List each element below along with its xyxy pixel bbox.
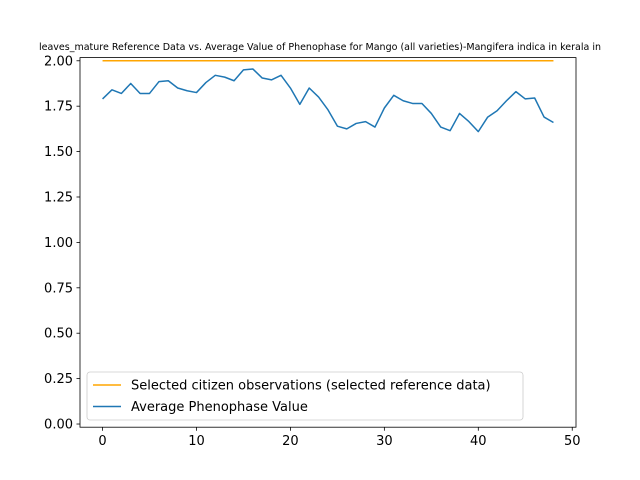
y-tick-label: 2.00 — [44, 54, 73, 69]
x-tick-label: 50 — [564, 434, 581, 449]
y-tick-label: 0.75 — [44, 281, 73, 296]
legend-label-1: Average Phenophase Value — [131, 400, 308, 415]
y-tick-label: 0.00 — [44, 418, 73, 433]
series-layer — [102, 60, 554, 133]
x-axis: 0 10 20 30 40 50 — [98, 427, 581, 449]
legend-label-0: Selected citizen observations (selected … — [131, 379, 491, 394]
legend-box — [86, 371, 524, 421]
y-tick-label: 1.25 — [44, 190, 73, 205]
legend: Selected citizen observations (selected … — [86, 371, 524, 421]
y-tick-label: 0.50 — [44, 327, 73, 342]
y-tick-label: 1.50 — [44, 145, 73, 160]
y-tick-label: 1.75 — [44, 100, 73, 115]
axes-frame — [79, 57, 577, 428]
x-tick-label: 30 — [376, 434, 393, 449]
x-tick-label: 10 — [188, 434, 205, 449]
y-tick-label: 1.00 — [44, 236, 73, 251]
y-tick-label: 0.25 — [44, 372, 73, 387]
x-tick-label: 20 — [282, 434, 299, 449]
x-tick-label: 40 — [470, 434, 487, 449]
y-axis: 0.00 0.25 0.50 0.75 1.00 1.25 1.50 1.75 2.00 — [44, 54, 80, 433]
chart-title: leaves_mature Reference Data vs. Average… — [39, 42, 601, 53]
x-tick-label: 0 — [98, 434, 106, 449]
series-line-1 — [102, 68, 554, 133]
